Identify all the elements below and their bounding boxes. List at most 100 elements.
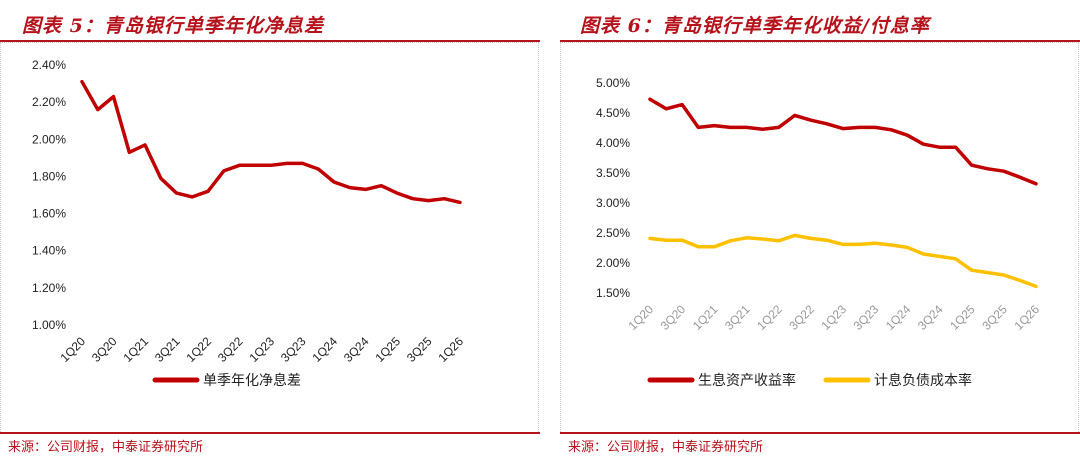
y-tick-label: 2.50%: [596, 226, 630, 240]
y-tick-label: 2.00%: [32, 132, 66, 146]
data-point: [745, 236, 748, 239]
x-tick-label: 3Q22: [786, 302, 817, 333]
title-divider: [560, 40, 1080, 42]
y-tick-label: 1.00%: [32, 318, 66, 332]
x-tick-label: 3Q25: [404, 334, 435, 365]
data-point: [206, 190, 210, 193]
data-point: [191, 195, 194, 199]
data-point: [986, 271, 989, 274]
data-point: [954, 146, 957, 149]
data-point: [938, 255, 941, 258]
x-tick-label: 1Q25: [947, 302, 978, 333]
data-point: [443, 197, 446, 200]
data-point: [143, 143, 147, 147]
data-point: [793, 114, 796, 117]
x-tick-label: 1Q22: [183, 334, 214, 365]
data-point: [873, 126, 877, 129]
data-point: [713, 245, 716, 248]
chart-title: 图表 6：青岛银行单季年化收益/付息率: [580, 15, 930, 37]
data-point: [761, 237, 764, 241]
y-tick-label: 4.50%: [596, 106, 630, 120]
x-tick-label: 1Q21: [120, 334, 151, 365]
data-point: [1018, 279, 1022, 282]
source-divider: [0, 432, 540, 434]
data-point: [285, 162, 288, 165]
data-point: [1002, 273, 1006, 277]
data-point: [970, 164, 973, 167]
chart-title: 图表 5：青岛银行单季年化净息差: [22, 15, 324, 37]
data-point: [970, 269, 973, 272]
data-point: [380, 184, 383, 187]
data-point: [317, 167, 320, 171]
data-point: [680, 103, 684, 106]
legend-label: 计息负债成本率: [874, 372, 972, 388]
data-point: [254, 164, 257, 167]
chart-panel-nim: 图表 5：青岛银行单季年化净息差 2.40% 2.20% 2.00% 1.80% 1.6…: [0, 15, 540, 455]
data-point: [664, 239, 668, 242]
data-point: [761, 128, 764, 131]
data-point: [680, 239, 684, 242]
data-point: [841, 243, 845, 246]
x-tick-label: 3Q23: [278, 334, 309, 365]
data-point: [238, 164, 241, 167]
legend-label: 单季年化净息差: [203, 372, 301, 388]
y-tick-label: 1.20%: [32, 281, 66, 295]
x-tick-label: 1Q20: [57, 334, 88, 365]
y-tick-label: 1.60%: [32, 207, 66, 221]
data-point: [301, 162, 304, 165]
data-point: [777, 239, 780, 242]
data-point: [697, 245, 700, 248]
x-tick-label: 1Q26: [1011, 302, 1042, 333]
data-point: [922, 143, 925, 146]
data-point: [1034, 182, 1038, 185]
x-tick-label: 3Q21: [722, 302, 753, 333]
x-tick-label: 3Q24: [915, 302, 946, 333]
data-point: [713, 124, 716, 127]
series-line: [80, 79, 462, 205]
data-point: [1034, 285, 1038, 288]
data-point: [873, 242, 877, 245]
yield-cost-line-chart: 5.00% 4.50% 4.00% 3.50% 3.00% 2.50% 2.00% 1.50%…: [596, 76, 1042, 388]
data-point: [906, 246, 909, 249]
data-point: [890, 128, 893, 131]
nim-line-chart: 2.40% 2.20% 2.00% 1.80% 1.60% 1.40% 1.20% 1.00%…: [32, 58, 466, 388]
y-tick-label: 3.00%: [596, 196, 630, 210]
x-tick-label: 1Q23: [246, 334, 277, 365]
x-tick-label: 3Q23: [851, 302, 882, 333]
x-tick-label: 3Q25: [979, 302, 1010, 333]
data-point: [729, 239, 732, 242]
x-tick-label: 1Q24: [309, 334, 340, 365]
chart-panel-yield-cost: 图表 6：青岛银行单季年化收益/付息率 5.00% 4.50% 4.00% 3.50%…: [560, 0, 1080, 459]
data-point: [1002, 170, 1006, 173]
x-tick-label: 1Q20: [625, 302, 656, 333]
x-tick-label: 1Q21: [690, 302, 721, 333]
y-tick-label: 4.00%: [596, 136, 630, 150]
data-point: [938, 146, 941, 149]
x-tick-label: 1Q25: [372, 334, 403, 365]
data-point: [809, 119, 813, 122]
x-tick-label: 1Q23: [818, 302, 849, 333]
data-point: [697, 126, 700, 129]
series-line: [648, 97, 1038, 186]
data-point: [906, 134, 909, 137]
x-tick-label: 3Q20: [658, 302, 689, 333]
x-tick-label: 1Q26: [435, 334, 466, 365]
data-point: [745, 126, 748, 129]
y-tick-label: 1.40%: [32, 244, 66, 258]
data-point: [332, 180, 336, 184]
data-point: [159, 177, 162, 180]
data-point: [922, 252, 925, 256]
data-point: [841, 127, 845, 130]
data-point: [648, 237, 652, 240]
data-point: [664, 107, 668, 111]
data-point: [729, 126, 732, 129]
data-point: [825, 122, 829, 126]
y-tick-label: 2.40%: [32, 58, 66, 72]
data-point: [1018, 176, 1022, 179]
data-point: [809, 237, 813, 240]
y-tick-label: 2.20%: [32, 95, 66, 109]
y-tick-label: 1.80%: [32, 169, 66, 183]
x-tick-label: 3Q22: [215, 334, 246, 365]
source-note: 来源：公司财报，中泰证券研究所: [568, 440, 764, 455]
data-point: [857, 243, 861, 246]
